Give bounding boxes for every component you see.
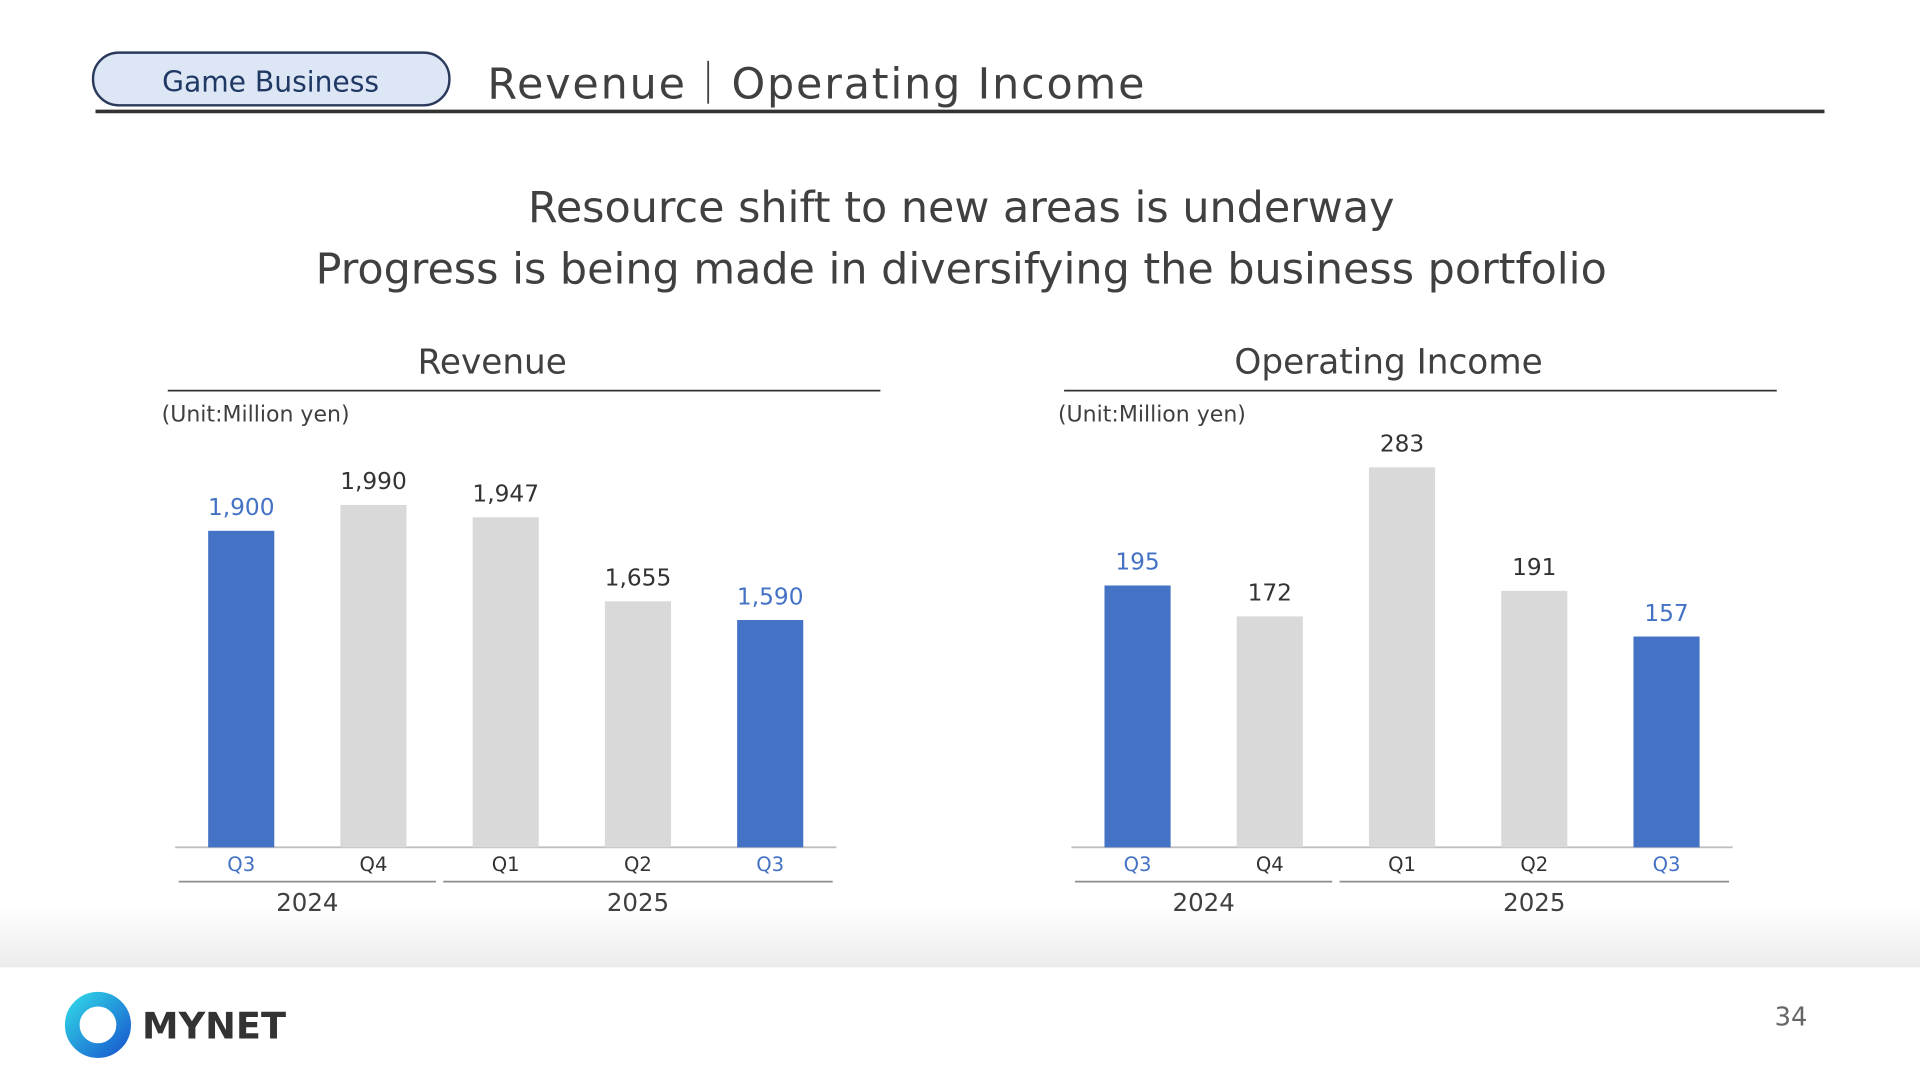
bar [1501,590,1568,848]
bar [1633,636,1700,848]
bar [1368,467,1436,848]
value-label: 1,990 [340,468,407,495]
group-label: 2024 [276,888,338,917]
x-tick-label: Q3 [756,853,784,876]
x-tick-label: Q2 [624,853,652,876]
logo-text: MYNET [142,1005,286,1048]
unit-label: (Unit:Million yen) [1058,403,1246,428]
value-label: 191 [1512,554,1556,581]
x-tick-label: Q4 [360,853,388,876]
logo-mark [64,991,132,1058]
headline: Progress is being made in diversifying t… [316,244,1607,294]
chart-title: Operating Income [1234,342,1542,382]
value-label: 1,655 [605,565,672,592]
value-label: 157 [1644,600,1688,627]
group-label: 2025 [607,888,669,917]
unit-label: (Unit:Million yen) [162,403,350,428]
value-label: 172 [1248,580,1292,607]
bar [604,601,672,848]
bar [340,504,407,848]
x-tick-label: Q3 [227,853,255,876]
x-tick-label: Q1 [1388,853,1416,876]
footer-band [0,906,1920,968]
x-tick-label: Q3 [1124,853,1152,876]
value-label: 1,900 [208,494,275,521]
group-label: 2024 [1173,888,1235,917]
group-label: 2025 [1503,888,1565,917]
value-label: 1,590 [737,583,804,610]
tag-pill [91,51,451,107]
page-number: 34 [1775,1003,1808,1033]
bar [208,530,275,848]
x-tick-label: Q2 [1520,853,1548,876]
bar [737,620,804,848]
headline: Resource shift to new areas is underway [528,183,1394,233]
page-title: Revenue｜Operating Income [487,59,1146,109]
x-tick-label: Q4 [1256,853,1284,876]
value-label: 283 [1380,431,1424,458]
bar [1104,585,1171,848]
bar [1236,616,1303,848]
x-tick-label: Q1 [492,853,520,876]
tag: Game Business [162,66,379,99]
chart-title: Revenue [418,342,567,382]
bar [472,517,539,848]
value-label: 1,947 [472,481,539,508]
value-label: 195 [1115,549,1159,576]
x-tick-label: Q3 [1653,853,1681,876]
